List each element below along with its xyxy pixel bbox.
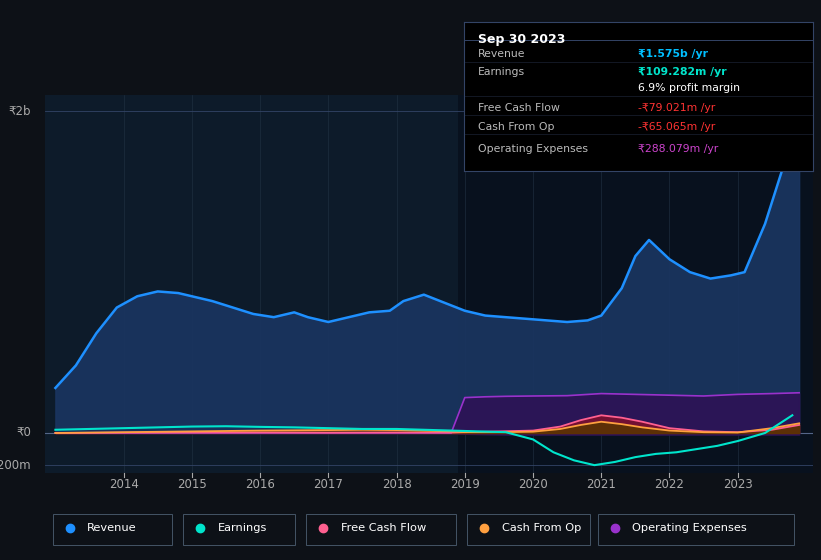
Text: -₹200m: -₹200m xyxy=(0,459,31,472)
Text: Revenue: Revenue xyxy=(478,49,525,59)
Text: 2020: 2020 xyxy=(518,478,548,491)
Text: 2019: 2019 xyxy=(450,478,479,491)
Text: 2018: 2018 xyxy=(382,478,411,491)
Text: ₹0: ₹0 xyxy=(16,427,31,440)
Text: Cash From Op: Cash From Op xyxy=(502,523,581,533)
Text: 6.9% profit margin: 6.9% profit margin xyxy=(639,83,741,94)
Text: 2016: 2016 xyxy=(245,478,275,491)
Text: 2021: 2021 xyxy=(586,478,617,491)
Text: Operating Expenses: Operating Expenses xyxy=(478,144,588,154)
Text: Earnings: Earnings xyxy=(478,67,525,77)
Text: ₹2b: ₹2b xyxy=(9,105,31,118)
Text: 2022: 2022 xyxy=(654,478,685,491)
Text: Cash From Op: Cash From Op xyxy=(478,122,554,132)
Text: 2014: 2014 xyxy=(108,478,139,491)
Text: Free Cash Flow: Free Cash Flow xyxy=(341,523,426,533)
Text: ₹288.079m /yr: ₹288.079m /yr xyxy=(639,144,718,154)
Text: Free Cash Flow: Free Cash Flow xyxy=(478,102,560,113)
Text: Revenue: Revenue xyxy=(87,523,137,533)
Bar xyxy=(458,95,813,473)
Text: Operating Expenses: Operating Expenses xyxy=(632,523,747,533)
Text: 2023: 2023 xyxy=(722,478,753,491)
Text: 2015: 2015 xyxy=(177,478,207,491)
Text: -₹79.021m /yr: -₹79.021m /yr xyxy=(639,102,716,113)
Text: ₹109.282m /yr: ₹109.282m /yr xyxy=(639,67,727,77)
Text: Earnings: Earnings xyxy=(218,523,268,533)
Text: Sep 30 2023: Sep 30 2023 xyxy=(478,33,565,46)
Text: 2017: 2017 xyxy=(314,478,343,491)
Text: ₹1.575b /yr: ₹1.575b /yr xyxy=(639,49,709,59)
Text: -₹65.065m /yr: -₹65.065m /yr xyxy=(639,122,716,132)
